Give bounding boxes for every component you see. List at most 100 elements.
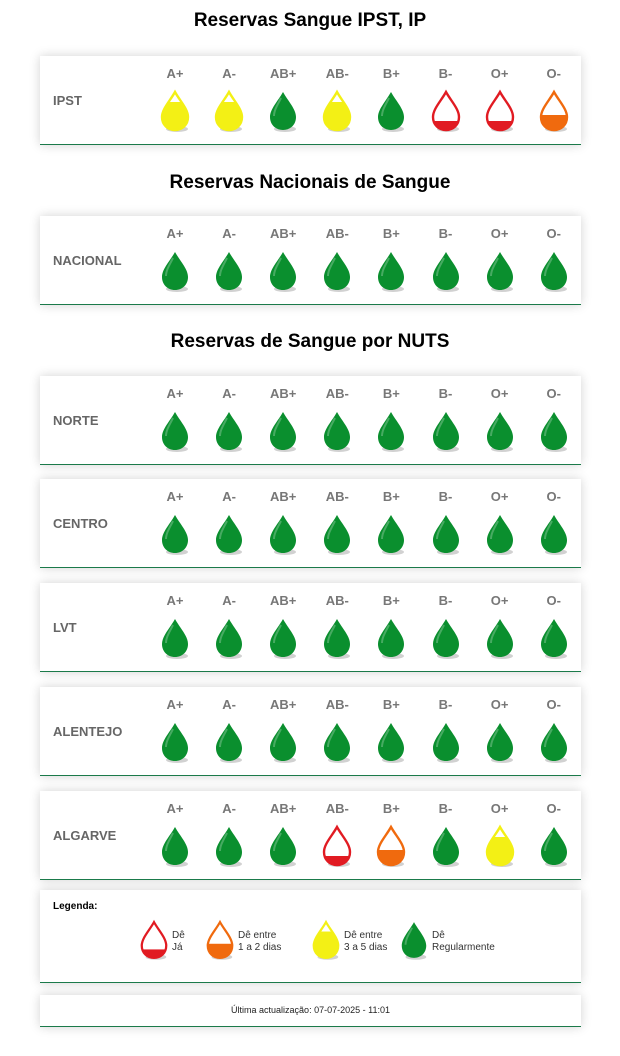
blood-type-label: O- <box>546 226 561 241</box>
blood-type-cell: O- <box>527 687 581 775</box>
blood-drop-icon <box>212 513 246 555</box>
blood-drop-icon <box>158 513 192 555</box>
blood-drop-icon <box>374 250 408 292</box>
blood-type-cell: O- <box>527 376 581 464</box>
blood-drop-icon <box>158 721 192 763</box>
blood-drop-icon <box>212 617 246 659</box>
region-card-ipst: IPST A+ A- AB+ AB- B+ B- O+ O- <box>40 56 581 145</box>
blood-type-cell: B- <box>419 216 473 304</box>
blood-type-cell: A- <box>202 687 256 775</box>
blood-type-cell: AB- <box>310 479 364 567</box>
blood-type-cell: O- <box>527 583 581 671</box>
legend-text-line: Dê entre <box>344 930 383 941</box>
blood-type-label: B- <box>438 697 453 712</box>
blood-type-label: AB+ <box>270 386 297 401</box>
legend-text-line: Dê <box>172 930 185 941</box>
blood-type-label: B+ <box>382 697 400 712</box>
legend-item-orange: Dê entre 1 a 2 dias <box>204 919 344 960</box>
blood-type-label: AB+ <box>270 66 297 81</box>
blood-type-label: AB+ <box>270 801 297 816</box>
blood-drop-icon <box>537 250 571 292</box>
blood-type-label: AB- <box>325 226 349 241</box>
blood-type-label: A+ <box>166 226 184 241</box>
blood-type-grid: A+ A- AB+ AB- B+ B- O+ O- <box>148 479 581 567</box>
blood-type-cell: O- <box>527 479 581 567</box>
legend-item-yellow: Dê entre 3 a 5 dias <box>310 919 450 960</box>
blood-type-label: AB- <box>325 697 349 712</box>
blood-type-label: A+ <box>166 489 184 504</box>
blood-drop-icon <box>158 825 192 867</box>
region-label: LVT <box>53 620 77 635</box>
blood-type-label: B- <box>438 66 453 81</box>
blood-drop-icon <box>320 721 354 763</box>
blood-type-label: A- <box>222 489 236 504</box>
region-label: ALENTEJO <box>53 724 123 739</box>
blood-type-cell: A+ <box>148 687 202 775</box>
blood-type-cell: A+ <box>148 791 202 879</box>
blood-drop-icon <box>374 90 408 132</box>
blood-drop-icon <box>320 89 354 132</box>
blood-type-label: A- <box>222 697 236 712</box>
blood-drop-icon <box>374 617 408 659</box>
blood-type-label: O+ <box>490 66 509 81</box>
blood-type-cell: AB+ <box>256 583 310 671</box>
blood-type-label: O+ <box>490 386 509 401</box>
region-card-centro: CENTRO A+ A- AB+ AB- B+ B- O+ O- <box>40 479 581 568</box>
blood-type-cell: O+ <box>473 216 527 304</box>
blood-type-label: B+ <box>382 801 400 816</box>
blood-type-label: AB- <box>325 66 349 81</box>
blood-type-label: O- <box>546 489 561 504</box>
blood-drop-icon <box>483 617 517 659</box>
blood-type-label: AB- <box>325 489 349 504</box>
blood-drop-icon <box>138 919 170 960</box>
blood-type-label: A+ <box>166 593 184 608</box>
blood-drop-icon <box>537 721 571 763</box>
blood-drop-icon <box>320 824 354 867</box>
blood-type-label: AB- <box>325 386 349 401</box>
blood-drop-icon <box>483 89 517 132</box>
blood-drop-icon <box>204 919 236 960</box>
blood-drop-icon <box>212 825 246 867</box>
blood-type-cell: B+ <box>364 56 418 144</box>
blood-drop-icon <box>266 90 300 132</box>
blood-drop-icon <box>537 825 571 867</box>
legend-text-line: 1 a 2 dias <box>238 942 282 953</box>
blood-drop-icon <box>158 410 192 452</box>
blood-type-grid: A+ A- AB+ AB- B+ B- O+ O- <box>148 376 581 464</box>
blood-type-cell: A- <box>202 376 256 464</box>
blood-type-cell: A+ <box>148 583 202 671</box>
blood-type-cell: O- <box>527 56 581 144</box>
blood-drop-icon <box>266 513 300 555</box>
blood-type-label: O+ <box>490 593 509 608</box>
blood-type-cell: B- <box>419 479 473 567</box>
blood-type-label: A- <box>222 801 236 816</box>
blood-drop-icon <box>537 410 571 452</box>
blood-type-label: AB+ <box>270 593 297 608</box>
region-card-lvt: LVT A+ A- AB+ AB- B+ B- O+ O- <box>40 583 581 672</box>
legend-text: Dê entre 3 a 5 dias <box>344 930 434 954</box>
blood-type-cell: A- <box>202 791 256 879</box>
blood-drop-icon <box>212 410 246 452</box>
blood-drop-icon <box>212 89 246 132</box>
blood-drop-icon <box>212 721 246 763</box>
blood-type-label: B- <box>438 226 453 241</box>
blood-drop-icon <box>374 824 408 867</box>
blood-type-label: B+ <box>382 489 400 504</box>
region-label: ALGARVE <box>53 828 117 843</box>
blood-drop-icon <box>429 513 463 555</box>
blood-type-label: O+ <box>490 489 509 504</box>
legend-text-line: Já <box>172 942 183 953</box>
blood-type-cell: B+ <box>364 376 418 464</box>
blood-drop-icon <box>429 89 463 132</box>
blood-type-label: O+ <box>490 226 509 241</box>
blood-type-cell: B+ <box>364 687 418 775</box>
blood-drop-icon <box>429 617 463 659</box>
blood-drop-icon <box>483 410 517 452</box>
blood-type-cell: O- <box>527 216 581 304</box>
blood-type-cell: A- <box>202 216 256 304</box>
blood-type-label: A+ <box>166 66 184 81</box>
blood-type-label: B+ <box>382 66 400 81</box>
blood-type-cell: AB- <box>310 376 364 464</box>
blood-type-cell: AB- <box>310 56 364 144</box>
blood-drop-icon <box>320 617 354 659</box>
